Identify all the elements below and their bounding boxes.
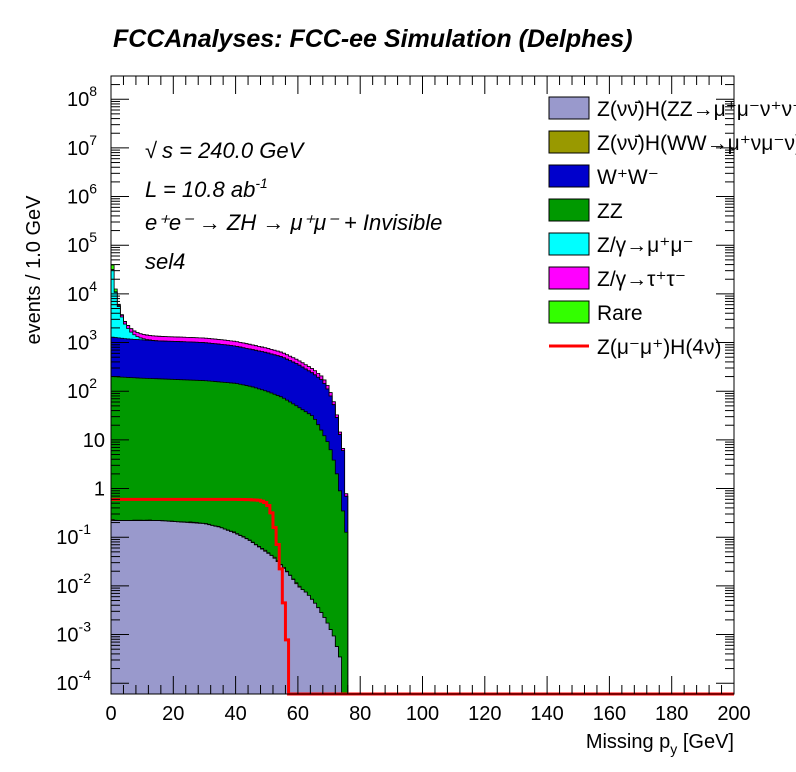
legend-swatch bbox=[548, 130, 590, 154]
legend-label: Rare bbox=[597, 302, 643, 325]
x-tick-label: 180 bbox=[655, 703, 688, 725]
legend-swatch bbox=[548, 266, 590, 290]
y-tick-label: 102 bbox=[67, 375, 97, 403]
legend-swatch bbox=[548, 300, 590, 324]
y-axis-label: events / 1.0 GeV bbox=[23, 195, 45, 345]
x-tick-label: 160 bbox=[593, 703, 626, 725]
legend-label: Z/γ→τ⁺τ⁻ bbox=[597, 268, 686, 291]
y-tick-label: 10-1 bbox=[56, 521, 91, 549]
svg-text:L = 10.8 ab-1: L = 10.8 ab-1 bbox=[145, 175, 268, 202]
y-tick-label: 10-3 bbox=[56, 619, 91, 647]
y-tick-label: 104 bbox=[67, 278, 97, 306]
legend-swatch bbox=[548, 232, 590, 256]
luminosity-label: L = 10.8 ab bbox=[145, 177, 255, 202]
legend-label: Z(νν̄)H(WW→μ⁺νμ⁻ν) bbox=[597, 132, 796, 155]
x-tick-label: 40 bbox=[224, 703, 246, 725]
legend-swatch bbox=[548, 198, 590, 222]
legend-label: Z(μ⁻μ⁺)H(4ν) bbox=[597, 336, 722, 359]
y-tick-label: 108 bbox=[67, 83, 97, 111]
x-axis-ticks: 0 20 40 60 80 100 120 140 160 180 200 bbox=[105, 76, 751, 725]
legend-label: Z(νν̄)H(ZZ→μ⁺μ⁻ν⁺ν⁻) bbox=[597, 98, 796, 121]
x-tick-label: 200 bbox=[717, 703, 750, 725]
y-tick-label: 10-2 bbox=[56, 570, 91, 598]
y-tick-label: 105 bbox=[67, 229, 97, 257]
luminosity-exponent: -1 bbox=[255, 175, 267, 191]
y-axis-ticks: 10-4 10-3 10-2 10-11 10 102 103 104 105 106 107 108 bbox=[56, 75, 734, 695]
y-tick-label: 10-4 bbox=[56, 667, 91, 695]
stacked-histograms bbox=[110, 264, 734, 695]
y-tick-label: 1 bbox=[94, 479, 105, 501]
chart-title: FCCAnalyses: FCC-ee Simulation (Delphes) bbox=[113, 25, 633, 53]
annotations: √ s = 240.0 GeV L = 10.8 ab-1 e⁺e⁻ → ZH … bbox=[145, 138, 442, 274]
x-tick-label: 140 bbox=[530, 703, 563, 725]
selection-label: sel4 bbox=[145, 249, 185, 274]
x-tick-label: 120 bbox=[468, 703, 501, 725]
x-axis-label: Missing py [GeV] bbox=[586, 731, 734, 757]
x-tick-label: 0 bbox=[105, 703, 116, 725]
y-tick-label: 103 bbox=[67, 327, 97, 355]
y-tick-label: 10 bbox=[83, 430, 105, 452]
sqrt-s-symbol: √ bbox=[145, 138, 158, 163]
process-label: e⁺e⁻ → ZH → μ⁺μ⁻ + Invisible bbox=[145, 210, 442, 235]
legend-label: W⁺W⁻ bbox=[597, 166, 659, 189]
x-tick-label: 60 bbox=[287, 703, 309, 725]
legend-label: ZZ bbox=[597, 200, 623, 223]
legend-swatch bbox=[548, 96, 590, 120]
legend-swatch bbox=[548, 164, 590, 188]
x-tick-label: 20 bbox=[162, 703, 184, 725]
sqrt-s-label: s = 240.0 GeV bbox=[162, 138, 306, 163]
y-tick-label: 107 bbox=[67, 132, 97, 160]
legend: Z(νν̄)H(ZZ→μ⁺μ⁻ν⁺ν⁻) Z(νν̄)H(WW→μ⁺νμ⁻ν) W⁺… bbox=[548, 96, 796, 359]
x-tick-label: 80 bbox=[349, 703, 371, 725]
y-tick-label: 106 bbox=[67, 181, 97, 209]
x-tick-label: 100 bbox=[406, 703, 439, 725]
legend-label: Z/γ→μ⁺μ⁻ bbox=[597, 234, 694, 257]
